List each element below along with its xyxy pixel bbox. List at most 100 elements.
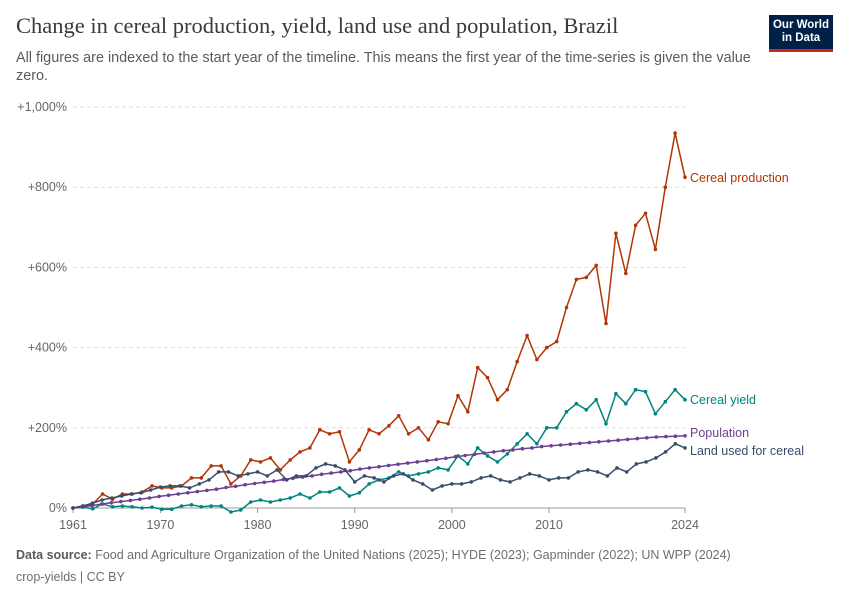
data-point <box>226 470 231 474</box>
license-text[interactable]: crop-yields | CC BY <box>16 570 125 584</box>
series-line <box>72 132 686 509</box>
data-point <box>382 480 386 484</box>
data-point <box>367 466 372 470</box>
data-point <box>168 484 172 488</box>
owid-logo[interactable]: Our World in Data <box>769 15 833 52</box>
data-point <box>683 175 687 179</box>
data-point <box>268 500 273 504</box>
data-point <box>545 426 549 430</box>
data-point <box>148 488 153 492</box>
data-point <box>308 446 312 450</box>
data-point <box>197 482 202 486</box>
data-point <box>262 480 267 485</box>
data-point <box>294 474 299 478</box>
data-point <box>537 474 542 478</box>
x-tick-label: 1970 <box>147 518 175 532</box>
data-source: Data source: Food and Agriculture Organi… <box>16 548 731 562</box>
data-point <box>568 442 573 447</box>
x-tick-label: 1990 <box>341 518 369 532</box>
series-cereal-yield <box>71 387 687 514</box>
x-tick-label: 1961 <box>59 518 87 532</box>
data-point <box>624 271 628 276</box>
y-gridlines <box>73 106 685 509</box>
data-point <box>515 359 519 364</box>
data-point <box>140 506 144 510</box>
data-point <box>586 468 590 472</box>
data-point <box>584 275 589 280</box>
data-point <box>130 505 134 509</box>
data-point <box>436 420 441 424</box>
data-point <box>119 499 123 504</box>
data-point <box>545 345 549 350</box>
data-point <box>199 476 204 480</box>
data-point <box>654 435 659 439</box>
data-point <box>391 474 396 478</box>
data-point <box>110 505 115 509</box>
data-point <box>578 441 582 446</box>
data-point <box>475 365 480 370</box>
logo-line2: in Data <box>781 32 821 44</box>
data-point <box>505 387 510 392</box>
data-point <box>584 408 589 412</box>
data-point <box>199 505 204 509</box>
series-cereal-production <box>71 131 687 510</box>
data-point <box>515 442 519 446</box>
data-point <box>318 428 322 432</box>
data-point <box>160 507 164 512</box>
data-point <box>189 476 194 480</box>
data-point <box>147 496 152 500</box>
data-point <box>625 437 630 442</box>
data-point <box>281 477 286 482</box>
data-point <box>604 321 608 326</box>
data-point <box>195 489 200 494</box>
data-point <box>157 494 161 499</box>
data-point <box>233 484 238 489</box>
data-point <box>187 486 192 490</box>
data-point <box>80 504 85 508</box>
data-point <box>683 434 687 438</box>
data-point <box>463 453 467 458</box>
data-point <box>348 468 353 473</box>
data-point <box>358 467 362 471</box>
data-point <box>554 426 559 430</box>
data-point <box>566 476 571 480</box>
data-point <box>272 479 276 483</box>
data-point <box>357 448 362 452</box>
data-point <box>224 485 228 490</box>
data-point <box>129 492 134 496</box>
data-point <box>505 452 510 456</box>
data-point <box>456 393 460 398</box>
data-point <box>258 498 263 502</box>
data-point <box>278 498 283 502</box>
data-point <box>597 440 601 444</box>
data-point <box>434 457 439 462</box>
data-point <box>110 496 114 500</box>
data-point <box>574 277 579 282</box>
data-point <box>479 476 483 480</box>
data-point <box>405 461 410 465</box>
data-point <box>372 476 376 480</box>
chart-subtitle: All figures are indexed to the start yea… <box>16 50 751 84</box>
data-point <box>508 480 512 484</box>
data-point <box>255 470 260 474</box>
data-point <box>288 496 293 500</box>
data-point <box>482 451 487 455</box>
data-point <box>179 504 184 508</box>
data-point <box>527 472 532 476</box>
source-text[interactable]: Food and Agriculture Organization of the… <box>95 548 731 562</box>
y-tick-label: +400% <box>28 341 67 355</box>
data-point <box>396 414 401 418</box>
data-point <box>150 484 154 488</box>
data-point <box>475 446 480 450</box>
data-point <box>239 508 243 512</box>
data-point <box>268 456 273 460</box>
data-point <box>673 387 677 392</box>
data-point <box>216 470 221 474</box>
data-point <box>549 444 553 448</box>
data-point <box>327 432 332 436</box>
data-point <box>119 494 124 498</box>
series-label: Population <box>690 426 749 440</box>
data-point <box>396 470 401 474</box>
data-point <box>314 466 318 470</box>
data-point <box>616 438 620 443</box>
